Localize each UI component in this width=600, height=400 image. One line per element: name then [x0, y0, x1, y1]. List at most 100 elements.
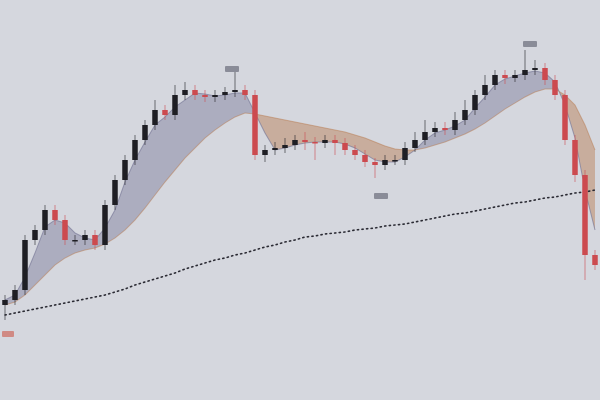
candle-body — [102, 205, 108, 245]
candle-body — [532, 68, 538, 70]
ribbon-segment — [35, 227, 45, 285]
candle-body — [552, 80, 558, 95]
candle-body — [592, 255, 598, 265]
ribbon-segment — [155, 117, 165, 195]
ribbon-segment — [435, 130, 445, 145]
candle-body — [412, 140, 418, 148]
candle-body — [522, 70, 528, 75]
ribbon-segment — [585, 125, 595, 230]
candle-body — [322, 140, 328, 143]
candle-body — [2, 300, 8, 305]
candle-body — [32, 230, 38, 240]
ribbon-segment — [185, 93, 195, 158]
candle-body — [282, 145, 288, 148]
price-flag — [374, 193, 388, 199]
ribbon-segment — [165, 107, 175, 182]
candle-body — [572, 140, 578, 175]
candle-body — [182, 90, 188, 95]
candle-body — [242, 90, 248, 95]
candle-body — [362, 155, 368, 162]
candle-body — [502, 75, 508, 78]
price-flag — [225, 66, 239, 72]
ribbon-segment — [525, 71, 535, 97]
candle-body — [382, 160, 388, 165]
candle-body — [132, 140, 138, 160]
candle-body — [402, 148, 408, 160]
ribbon-segment — [215, 95, 225, 130]
candle-body — [332, 140, 338, 143]
ribbon-segment — [225, 93, 235, 123]
candle-body — [342, 143, 348, 150]
candle-body — [472, 95, 478, 110]
candle-body — [122, 160, 128, 180]
ribbon-segment — [295, 122, 305, 145]
candles — [2, 50, 598, 320]
candle-body — [62, 220, 68, 240]
candle-body — [512, 75, 518, 78]
candle-body — [442, 128, 448, 130]
candle-body — [272, 148, 278, 150]
ribbon-segment — [315, 126, 325, 142]
candle-body — [452, 120, 458, 130]
candle-body — [212, 95, 218, 97]
price-flag — [523, 41, 537, 47]
candle-body — [92, 235, 98, 245]
candle-body — [222, 92, 228, 95]
ribbon-segment — [325, 128, 335, 142]
candle-body — [582, 175, 588, 255]
ribbon-segment — [275, 118, 285, 150]
ribbon-segment — [495, 79, 505, 116]
ribbon-segment — [175, 100, 185, 170]
ribbon-segment — [305, 124, 315, 143]
candle-body — [352, 150, 358, 155]
ribbon-segment — [365, 138, 375, 160]
candle-body — [422, 132, 428, 140]
ma-line — [4, 189, 596, 316]
candle-body — [172, 95, 178, 115]
ribbon-segment — [425, 133, 435, 148]
ribbon-segment — [375, 142, 385, 162]
candle-body — [152, 110, 158, 125]
ribbon-segment — [145, 125, 155, 208]
candle-body — [12, 290, 18, 300]
candle-body — [192, 90, 198, 95]
candle-body — [232, 90, 238, 92]
candle-body — [162, 110, 168, 115]
candle-body — [262, 150, 268, 155]
ribbon-segment — [465, 108, 475, 134]
candle-body — [312, 142, 318, 144]
ribbon-segment — [265, 116, 275, 150]
price-flag — [2, 331, 14, 337]
candle-body — [392, 160, 398, 162]
candle-body — [142, 125, 148, 140]
ribbon-segment — [575, 105, 585, 190]
candle-body — [292, 140, 298, 145]
ribbon-segment — [195, 93, 205, 148]
candle-body — [72, 240, 78, 242]
ribbon-segment — [515, 73, 525, 103]
candle-body — [112, 180, 118, 205]
candle-body — [542, 68, 548, 80]
candle-body — [302, 140, 308, 142]
ribbon-segment — [205, 94, 215, 138]
candle-body — [82, 235, 88, 240]
ribbon-segment — [45, 220, 55, 275]
candle-body — [252, 95, 258, 155]
candle-body — [462, 110, 468, 120]
ribbon-segment — [505, 76, 515, 109]
candle-body — [372, 162, 378, 165]
candle-body — [482, 85, 488, 95]
ribbon-segment — [135, 142, 145, 220]
candle-body — [22, 240, 28, 290]
ribbon-segment — [385, 146, 395, 162]
candle-body — [42, 210, 48, 230]
candle-body — [202, 95, 208, 97]
ribbon-segment — [475, 97, 485, 129]
candle-body — [562, 95, 568, 140]
ribbon-segment — [115, 182, 125, 238]
candle-body — [52, 210, 58, 220]
candle-body — [432, 128, 438, 132]
candle-body — [492, 75, 498, 85]
